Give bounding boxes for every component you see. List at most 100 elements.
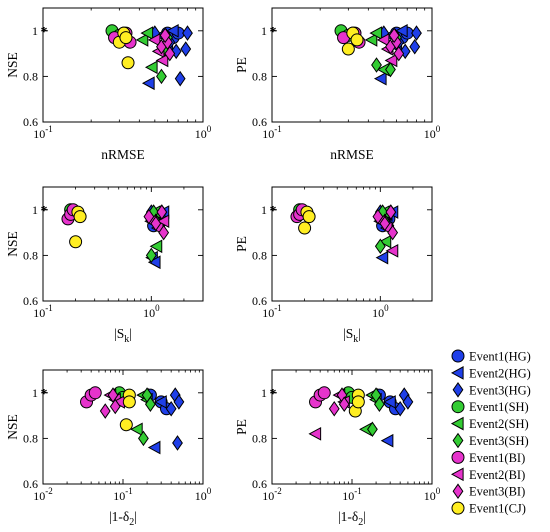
- plot-area: [42, 186, 204, 302]
- legend-marker-diamond: [452, 432, 464, 449]
- y-axis-label: PE: [234, 236, 249, 252]
- data-point: [109, 398, 121, 415]
- series-Event1(BI): [80, 386, 102, 409]
- data-point: [379, 215, 391, 232]
- legend-label: Event2(SH): [469, 417, 529, 431]
- series-Event1(CJ): [348, 388, 365, 418]
- legend-item: Event2(HG): [450, 366, 531, 380]
- data-point: [156, 214, 170, 229]
- y-axis-label: NSE: [5, 414, 20, 440]
- x-tick-label: 10-2: [262, 486, 282, 503]
- panel-pe_vs_nrmse: 10-1 100 0.6 0.8 1 nRMSE PE *: [234, 7, 441, 162]
- data-point: [378, 234, 392, 249]
- data-point: [411, 25, 422, 41]
- data-point: [351, 395, 365, 409]
- x-axis-label: |Sk|: [343, 326, 361, 345]
- legend-item: Event1(BI): [451, 450, 525, 465]
- series-Event2(SH): [364, 26, 390, 77]
- data-point: [374, 238, 386, 255]
- legend-marker-diamond: [452, 382, 464, 398]
- x-tick-label: 10-1: [262, 303, 282, 320]
- reference-marker: *: [41, 25, 48, 40]
- y-tick-label: 0.6: [23, 477, 38, 491]
- series-Event3(BI): [372, 204, 399, 241]
- y-axis-label: PE: [234, 57, 249, 73]
- legend-label: Event3(BI): [469, 485, 525, 499]
- data-point: [375, 250, 389, 265]
- legend-marker-triangle-left: [450, 366, 464, 380]
- data-point: [328, 400, 340, 417]
- series-Event3(SH): [367, 387, 385, 438]
- data-point: [388, 27, 400, 44]
- series-Event3(BI): [99, 387, 121, 419]
- legend-item: Event1(HG): [451, 349, 531, 364]
- x-tick-label: 10-2: [33, 486, 53, 503]
- x-axis-label: |Sk|: [114, 326, 132, 345]
- legend-label: Event1(CJ): [469, 502, 526, 516]
- data-point: [387, 224, 399, 241]
- data-point: [394, 400, 406, 417]
- legend-label: Event3(SH): [469, 434, 529, 448]
- series-Event1(CJ): [119, 388, 136, 432]
- x-tick-label: 10-1: [33, 303, 53, 320]
- data-point: [170, 43, 182, 60]
- panels: 10-1 100 0.6 0.8 1 nRMSE NSE * 10-1 100 0.6 0.8 1 nRM…: [5, 7, 441, 528]
- series-Event3(BI): [385, 27, 405, 62]
- y-axis-label: NSE: [5, 231, 20, 257]
- data-point: [385, 61, 396, 78]
- data-point: [182, 25, 193, 41]
- data-point: [302, 210, 316, 224]
- data-point: [393, 45, 405, 62]
- panel-nse_vs_delta: 10-2 10-1 100 0.6 0.8 1 |1-δ2| NSE *: [5, 369, 212, 528]
- data-point: [150, 215, 162, 232]
- data-point: [140, 26, 154, 40]
- data-point: [159, 27, 171, 44]
- legend-marker-triangle-left: [450, 416, 464, 431]
- data-point: [144, 396, 156, 412]
- y-tick-label: 0.8: [252, 69, 267, 83]
- series-Event1(CJ): [69, 205, 87, 249]
- panel-pe_vs_sk: 10-1 100 0.6 0.8 1 |Sk| PE *: [234, 186, 433, 345]
- data-point: [298, 221, 312, 235]
- series-Event1(CJ): [341, 26, 364, 56]
- series-Event1(BI): [309, 386, 331, 409]
- data-point: [119, 31, 133, 45]
- data-point: [371, 57, 382, 73]
- x-tick-label: 10-1: [262, 124, 282, 141]
- data-point: [409, 38, 421, 55]
- legend-marker-triangle-left: [450, 467, 464, 482]
- y-axis-label: PE: [234, 419, 249, 435]
- legend-item: Event3(BI): [452, 483, 525, 499]
- y-tick-label: 1: [32, 24, 38, 38]
- y-tick-label: 0.8: [23, 248, 38, 262]
- x-tick-label: 10-1: [33, 124, 53, 141]
- data-point: [166, 23, 179, 38]
- y-tick-label: 1: [261, 24, 267, 38]
- y-tick-label: 0.8: [252, 431, 267, 445]
- data-point: [367, 421, 378, 438]
- data-point: [174, 70, 186, 87]
- data-point: [158, 224, 170, 241]
- data-point: [373, 71, 387, 86]
- data-point: [141, 76, 155, 91]
- reference-marker: *: [270, 204, 277, 219]
- data-point: [376, 33, 390, 47]
- x-tick-label: 100: [424, 486, 441, 503]
- series-Event1(CJ): [112, 26, 135, 70]
- series-Event3(BI): [328, 387, 350, 417]
- data-point: [308, 427, 322, 441]
- x-tick-label: 10-1: [342, 486, 362, 503]
- data-point: [395, 23, 408, 38]
- data-point: [130, 422, 143, 437]
- data-point: [155, 53, 169, 68]
- data-point: [338, 396, 350, 412]
- y-tick-label: 1: [32, 386, 38, 400]
- legend-label: Event1(BI): [469, 451, 525, 465]
- legend-item: Event3(HG): [452, 382, 531, 398]
- series-Event3(SH): [138, 387, 156, 447]
- data-point: [99, 403, 111, 419]
- reference-marker: *: [41, 387, 48, 402]
- plot-area: [271, 369, 433, 485]
- data-point: [122, 395, 136, 409]
